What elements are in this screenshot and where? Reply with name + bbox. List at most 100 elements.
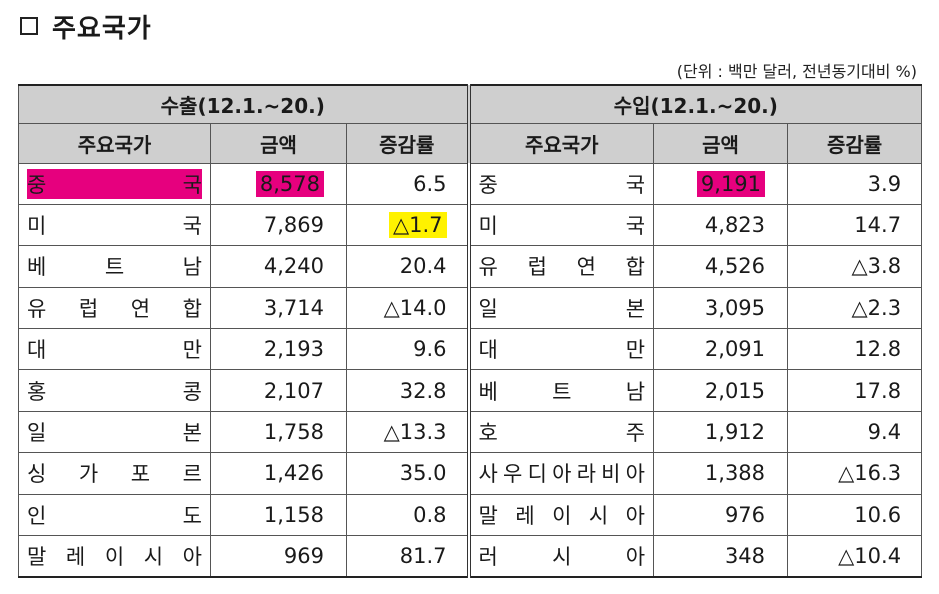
amount-cell: 1,912 [653, 410, 789, 454]
country-char: 본 [625, 296, 646, 321]
country-char: 르 [182, 462, 202, 487]
col-country-import: 주요국가 [466, 122, 655, 164]
rate-value: 9.6 [413, 337, 447, 362]
col-amount-import: 금액 [653, 122, 789, 164]
country-char: 아 [182, 544, 202, 569]
amount-cell: 1,388 [653, 452, 789, 495]
country-char: 아 [552, 462, 572, 487]
amount-cell: 1,758 [210, 410, 347, 454]
country-char: 아 [625, 503, 645, 528]
amount-value: 4,526 [704, 254, 766, 279]
country-char: 중 [27, 172, 47, 197]
amount-cell: 976 [653, 493, 789, 537]
country-char: 트 [552, 379, 572, 404]
amount-value: 969 [283, 543, 324, 568]
country-char: 국 [182, 172, 202, 197]
amount-value: 4,823 [704, 213, 766, 238]
country-char: 국 [182, 214, 202, 239]
amount-value: 2,015 [704, 378, 766, 403]
amount-cell: 8,578 [210, 162, 347, 205]
country-char: 말 [478, 503, 498, 528]
country-char: 남 [182, 255, 202, 280]
country-char: 이 [552, 503, 572, 528]
rate-value: 6.5 [413, 171, 447, 196]
country-char: 시 [143, 544, 164, 569]
rate-value: 14.7 [854, 213, 902, 238]
rate-cell: 0.8 [345, 493, 470, 537]
rate-cell: △13.3 [345, 410, 470, 454]
country-char: 일 [478, 296, 498, 321]
amount-value: 348 [724, 543, 766, 568]
table-row: 유 럽 연 합 3,714 △14.0 일 본 3,095 △2.3 [18, 286, 923, 330]
rate-cell: 20.4 [345, 245, 470, 288]
country-char: 아 [625, 544, 646, 569]
title-text: 주요국가 [52, 13, 152, 44]
country-char: 홍 [27, 379, 47, 404]
country-char: 중 [478, 172, 498, 197]
country-char: 베 [27, 255, 47, 280]
amount-value: 1,758 [263, 420, 324, 445]
amount-value: 4,240 [263, 254, 324, 279]
country-char: 대 [27, 338, 47, 363]
country-char: 러 [478, 544, 498, 569]
amount-cell: 1,426 [210, 452, 347, 495]
rate-cell: △14.0 [345, 286, 470, 330]
amount-value: 2,107 [263, 378, 324, 403]
import-header: 수입(12.1.~20.) [466, 84, 923, 124]
amount-cell: 2,193 [210, 328, 347, 371]
rate-cell: △16.3 [787, 452, 923, 495]
rate-value: 20.4 [399, 254, 447, 279]
amount-cell: 969 [210, 535, 347, 578]
country-char: 인 [27, 503, 47, 528]
country-char: 가 [78, 462, 99, 487]
country-char: 만 [182, 338, 202, 363]
amount-value: 8,578 [255, 170, 324, 197]
country-char: 라 [576, 462, 596, 487]
country-char: 우 [503, 462, 523, 487]
country-char: 대 [478, 338, 498, 363]
country-char: 비 [601, 462, 621, 487]
rate-cell: △2.3 [787, 286, 923, 330]
rate-cell: 12.8 [787, 328, 923, 371]
rate-value: 0.8 [413, 502, 447, 527]
amount-cell: 348 [653, 535, 789, 578]
country-char: 만 [625, 338, 646, 363]
col-country-export: 주요국가 [18, 122, 211, 164]
amount-value: 2,091 [704, 337, 766, 362]
rate-cell: 6.5 [345, 162, 470, 205]
table-row: 대 만 2,193 9.6 대 만 2,091 12.8 [18, 328, 923, 371]
amount-value: 7,869 [263, 213, 324, 238]
rate-cell: 17.8 [787, 369, 923, 412]
rate-value: △16.3 [838, 461, 902, 486]
country-char: 이 [104, 544, 125, 569]
country-char: 아 [625, 462, 645, 487]
rate-value: △10.4 [838, 543, 902, 568]
country-char: 연 [130, 296, 151, 321]
country-char: 미 [478, 214, 498, 239]
rate-value: 81.7 [399, 543, 447, 568]
country-char: 말 [27, 544, 47, 569]
country-char: 시 [552, 544, 572, 569]
amount-cell: 4,526 [653, 245, 789, 288]
rate-value: 32.8 [399, 378, 447, 403]
table-row: 중 국 8,578 6.5 중 국 9,191 3.9 [18, 162, 923, 205]
amount-value: 2,193 [263, 337, 324, 362]
trade-table: 수출(12.1.~20.) 수입(12.1.~20.) 주요국가 금액 증감률 … [17, 84, 923, 578]
table-row: 싱 가 포 르 1,426 35.0 사 우 디 아 라 비 아 1,388 △16.3 [18, 452, 923, 495]
rate-cell: 81.7 [345, 535, 470, 578]
export-header: 수출(12.1.~20.) [17, 84, 470, 124]
rate-cell: △1.7 [345, 203, 470, 247]
rate-value: △13.3 [383, 420, 447, 445]
rate-value: 12.8 [854, 337, 902, 362]
country-char: 본 [182, 421, 202, 446]
